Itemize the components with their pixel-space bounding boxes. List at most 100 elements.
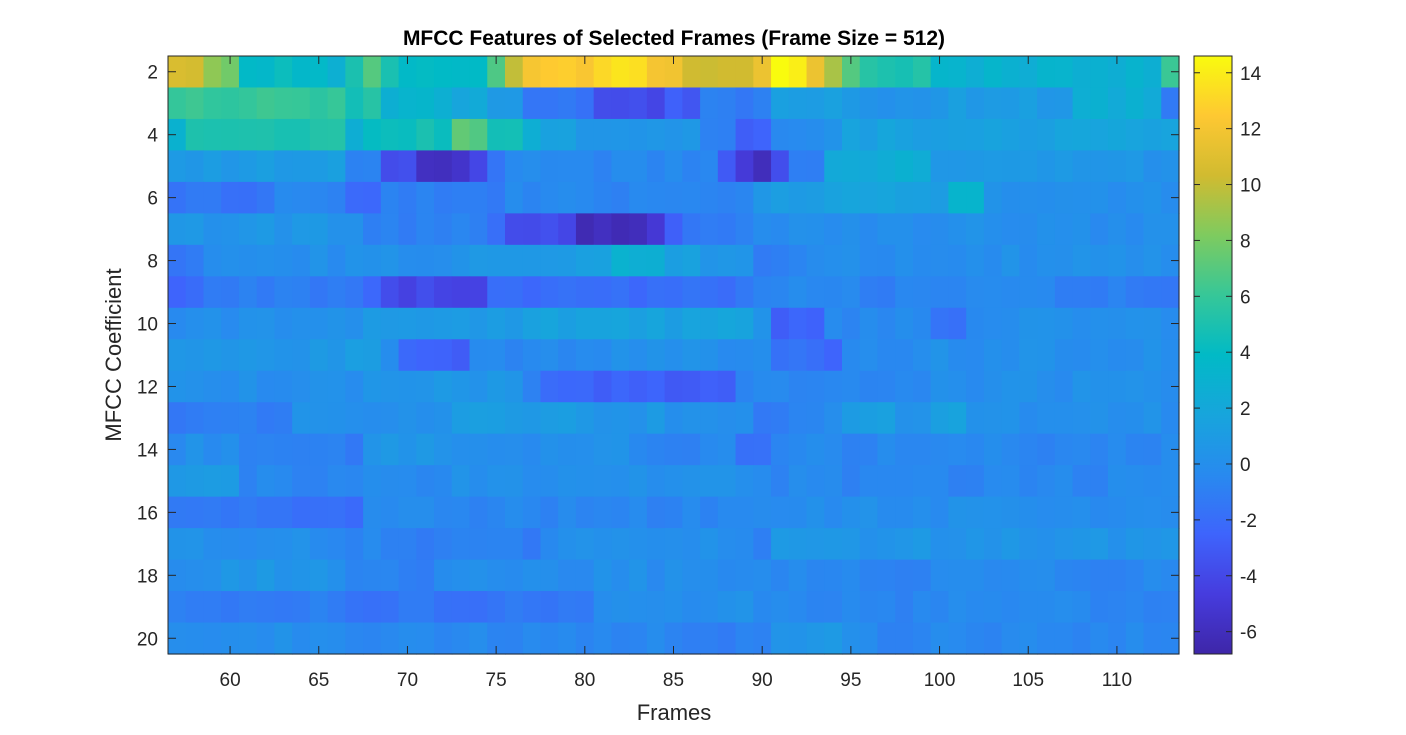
- heatmap-cell: [416, 591, 435, 624]
- heatmap-cell: [1143, 622, 1162, 655]
- heatmap-cell: [1108, 465, 1127, 498]
- heatmap-cell: [416, 622, 435, 655]
- heatmap-cell: [309, 528, 329, 561]
- heatmap-cell: [912, 87, 932, 120]
- heatmap-cell: [398, 307, 417, 340]
- heatmap-cell: [948, 496, 967, 529]
- heatmap-cell: [238, 56, 258, 89]
- heatmap-cell: [646, 87, 666, 120]
- heatmap-cell: [824, 213, 843, 246]
- heatmap-cell: [895, 402, 914, 435]
- heatmap-cell: [859, 433, 879, 466]
- heatmap-cell: [877, 370, 896, 403]
- heatmap-cell: [824, 276, 843, 309]
- heatmap-cell: [522, 118, 542, 152]
- heatmap-cell: [1090, 528, 1109, 561]
- heatmap-cell: [558, 181, 577, 214]
- heatmap-cell: [505, 591, 524, 624]
- heatmap-cell: [256, 118, 276, 152]
- heatmap-cell: [806, 433, 825, 466]
- heatmap-cell: [203, 433, 222, 466]
- heatmap-cell: [327, 213, 346, 246]
- heatmap-cell: [1161, 56, 1180, 89]
- heatmap-cell: [948, 118, 967, 152]
- heatmap-cell: [487, 118, 506, 152]
- heatmap-cell: [203, 622, 222, 655]
- heatmap-cell: [363, 559, 382, 592]
- heatmap-cell: [629, 402, 648, 435]
- heatmap-cell: [735, 465, 754, 498]
- heatmap-cell: [1072, 213, 1091, 246]
- heatmap-cell: [434, 622, 453, 655]
- heatmap-cell: [256, 276, 276, 309]
- heatmap-cell: [1125, 402, 1145, 435]
- heatmap-cell: [292, 528, 311, 561]
- heatmap-cell: [416, 370, 435, 403]
- heatmap-cell: [1037, 181, 1056, 214]
- heatmap-cell: [1037, 559, 1056, 592]
- heatmap-cell: [487, 622, 506, 655]
- heatmap-cell: [558, 276, 577, 309]
- heatmap-cell: [469, 56, 488, 89]
- heatmap-cell: [398, 465, 417, 498]
- heatmap-cell: [1001, 402, 1020, 435]
- heatmap-cell: [345, 465, 364, 498]
- heatmap-cell: [558, 213, 577, 246]
- heatmap-cell: [1161, 150, 1180, 183]
- heatmap-cell: [700, 213, 719, 246]
- heatmap-cell: [806, 465, 825, 498]
- heatmap-cell: [788, 118, 808, 152]
- heatmap-cell: [700, 181, 719, 214]
- heatmap-cell: [540, 465, 559, 498]
- heatmap-cell: [1019, 528, 1038, 561]
- heatmap-cell: [1019, 465, 1038, 498]
- heatmap-cell: [646, 433, 666, 466]
- heatmap-cell: [806, 118, 825, 152]
- heatmap-cell: [753, 433, 772, 466]
- heatmap-cell: [700, 56, 719, 89]
- heatmap-cell: [469, 276, 488, 309]
- heatmap-cell: [966, 276, 985, 309]
- heatmap-cell: [771, 402, 790, 435]
- heatmap-cell: [505, 622, 524, 655]
- heatmap-cell: [309, 622, 329, 655]
- heatmap-cell: [1019, 496, 1038, 529]
- heatmap-cell: [363, 307, 382, 340]
- heatmap-cell: [168, 622, 187, 655]
- heatmap-cell: [434, 433, 453, 466]
- x-tick-label: 85: [663, 670, 684, 691]
- heatmap-cell: [1054, 244, 1074, 277]
- heatmap-cell: [345, 433, 364, 466]
- heatmap-cell: [345, 622, 364, 655]
- heatmap-cell: [575, 465, 595, 498]
- heatmap-cell: [274, 559, 293, 592]
- heatmap-cell: [398, 276, 417, 309]
- heatmap-cell: [1143, 87, 1162, 120]
- heatmap-cell: [912, 402, 932, 435]
- heatmap-cell: [1054, 87, 1074, 120]
- heatmap-cell: [611, 339, 630, 372]
- y-tick-label: 14: [137, 440, 159, 461]
- heatmap-cell: [416, 339, 435, 372]
- heatmap-cell: [611, 56, 630, 89]
- heatmap-cell: [771, 622, 790, 655]
- heatmap-cell: [398, 150, 417, 183]
- heatmap-cell: [1072, 496, 1091, 529]
- heatmap-cell: [682, 181, 701, 214]
- heatmap-cell: [221, 622, 240, 655]
- heatmap-cell: [487, 87, 506, 120]
- heatmap-cell: [753, 87, 772, 120]
- heatmap-cell: [558, 528, 577, 561]
- heatmap-cell: [700, 591, 719, 624]
- heatmap-cell: [611, 465, 630, 498]
- heatmap-cell: [345, 591, 364, 624]
- heatmap-cell: [646, 181, 666, 214]
- heatmap-cell: [1037, 244, 1056, 277]
- heatmap-cell: [203, 87, 222, 120]
- heatmap-cell: [717, 339, 737, 372]
- heatmap-cell: [309, 118, 329, 152]
- heatmap-cell: [363, 402, 382, 435]
- heatmap-cell: [238, 528, 258, 561]
- heatmap-cell: [327, 339, 346, 372]
- heatmap-cell: [1054, 528, 1074, 561]
